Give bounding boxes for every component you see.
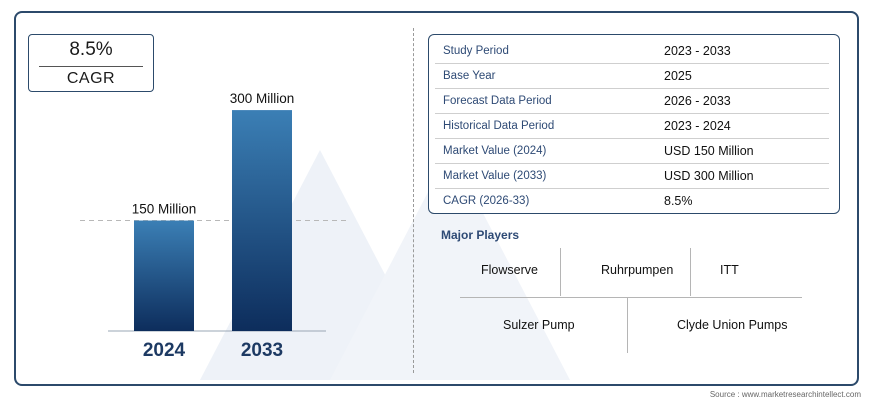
info-row: Base Year 2025 bbox=[429, 64, 839, 89]
data-label-2033: 300 Million bbox=[230, 91, 295, 106]
info-value: 2026 - 2033 bbox=[664, 94, 731, 108]
player-ruhrpumpen: Ruhrpumpen bbox=[601, 263, 674, 277]
row-separator bbox=[435, 113, 829, 114]
info-row: Forecast Data Period 2026 - 2033 bbox=[429, 89, 839, 114]
player-itt: ITT bbox=[720, 263, 739, 277]
info-key: Forecast Data Period bbox=[443, 95, 552, 107]
row-separator bbox=[435, 88, 829, 89]
market-info-table: Study Period 2023 - 2033 Base Year 2025 Fore… bbox=[428, 34, 840, 214]
info-key: Historical Data Period bbox=[443, 120, 555, 132]
info-value: 2025 bbox=[664, 69, 692, 83]
players-grid-line bbox=[627, 298, 628, 353]
info-value: USD 150 Million bbox=[664, 144, 754, 158]
source-note: Source : www.marketresearchintellect.com bbox=[709, 390, 861, 399]
info-row: Historical Data Period 2023 - 2024 bbox=[429, 114, 839, 139]
info-key: Study Period bbox=[443, 45, 509, 57]
bar-2033 bbox=[232, 110, 292, 331]
data-label-2024: 150 Million bbox=[132, 202, 197, 217]
info-key: Market Value (2024) bbox=[443, 145, 547, 157]
row-separator bbox=[435, 163, 829, 164]
cagr-value: 8.5% bbox=[69, 39, 113, 60]
major-players-title: Major Players bbox=[441, 228, 520, 242]
info-row: CAGR (2026-33) 8.5% bbox=[429, 189, 839, 214]
category-label-2033: 2033 bbox=[241, 340, 283, 361]
info-value: 2023 - 2024 bbox=[664, 119, 731, 133]
row-separator bbox=[435, 63, 829, 64]
cagr-label: CAGR bbox=[66, 70, 116, 87]
info-value: USD 300 Million bbox=[664, 169, 754, 183]
player-sulzer-pump: Sulzer Pump bbox=[503, 318, 575, 332]
player-clyde-union-pumps: Clyde Union Pumps bbox=[677, 318, 788, 332]
players-grid-line bbox=[460, 297, 802, 298]
cagr-divider bbox=[39, 66, 143, 67]
row-separator bbox=[435, 188, 829, 189]
cagr-box: 8.5% CAGR bbox=[28, 34, 154, 92]
info-row: Study Period 2023 - 2033 bbox=[429, 39, 839, 64]
info-key: Base Year bbox=[443, 70, 496, 82]
info-key: Market Value (2033) bbox=[443, 170, 547, 182]
bar-chart: 150 Million 2024 300 Million 2033 bbox=[80, 91, 346, 361]
info-row: Market Value (2024) USD 150 Million bbox=[429, 139, 839, 164]
info-value: 2023 - 2033 bbox=[664, 44, 731, 58]
players-grid-line bbox=[690, 248, 691, 296]
players-grid-line bbox=[560, 248, 561, 296]
info-key: CAGR (2026-33) bbox=[443, 195, 530, 207]
player-flowserve: Flowserve bbox=[481, 263, 538, 277]
category-label-2024: 2024 bbox=[143, 340, 186, 361]
row-separator bbox=[435, 138, 829, 139]
infographic-frame bbox=[14, 11, 859, 386]
info-row: Market Value (2033) USD 300 Million bbox=[429, 164, 839, 189]
section-divider bbox=[413, 28, 414, 373]
info-value: 8.5% bbox=[664, 194, 693, 208]
bar-2024 bbox=[134, 220, 194, 331]
